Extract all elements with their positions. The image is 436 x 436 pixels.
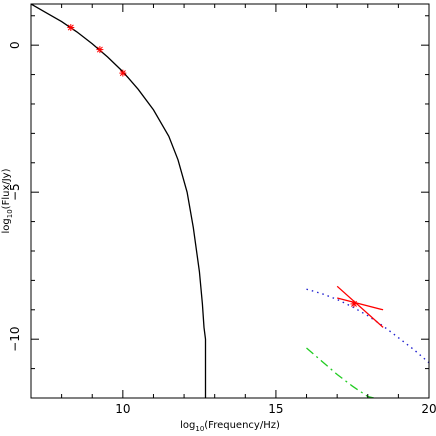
series-line-3 xyxy=(306,347,375,398)
x-axis-label: log10(Frequency/Hz) xyxy=(180,420,280,433)
data-point-2 xyxy=(96,46,104,54)
data-point-1 xyxy=(67,24,75,32)
y-tick-label: −10 xyxy=(8,327,22,352)
y-tick-label: 0 xyxy=(8,41,22,49)
plot-area xyxy=(31,4,429,398)
x-tick-label: 20 xyxy=(421,402,436,416)
series-line-5 xyxy=(337,297,384,311)
x-tick-label: 15 xyxy=(268,402,283,416)
data-point-3 xyxy=(119,69,127,77)
series-line-4 xyxy=(336,285,384,328)
x-tick-label: 10 xyxy=(115,402,130,416)
axis-ticks: 10 15 20 0 −5 −10 xyxy=(8,4,436,416)
y-axis-label: log10(Flux/Jy) xyxy=(1,168,14,233)
y-tick-label: −5 xyxy=(8,183,22,201)
series-line-1 xyxy=(31,4,207,398)
data-point-4 xyxy=(350,300,358,308)
plot-frame xyxy=(30,3,430,399)
series-line-2 xyxy=(306,288,429,364)
